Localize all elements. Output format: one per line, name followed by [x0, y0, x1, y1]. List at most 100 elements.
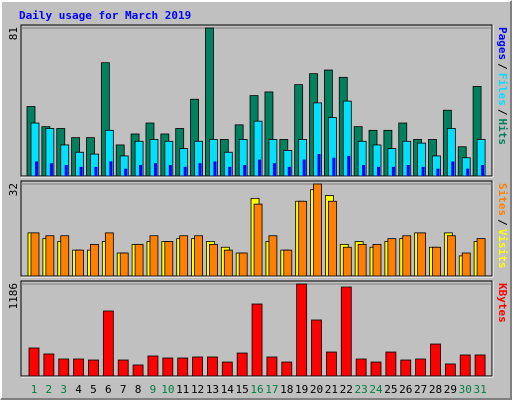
bar: [94, 166, 98, 176]
y-tick-label: 1186: [7, 283, 20, 310]
bar: [287, 166, 291, 176]
legend-entry: Visits: [496, 229, 509, 269]
bar: [243, 165, 247, 176]
bar: [102, 310, 114, 377]
bar: [183, 166, 187, 176]
x-tick-label: 8: [135, 383, 142, 396]
bar: [444, 363, 456, 377]
bar: [164, 241, 174, 277]
bar: [317, 154, 321, 176]
bar: [134, 243, 144, 277]
bar: [198, 163, 202, 176]
x-tick-label: 14: [221, 383, 235, 396]
bar: [35, 161, 38, 176]
bar: [355, 358, 367, 377]
bar: [28, 347, 40, 377]
legend-entry: Hits: [496, 119, 509, 146]
bar: [228, 166, 232, 176]
bar: [402, 235, 412, 277]
bar: [268, 235, 278, 277]
legend-entry: KBytes: [496, 283, 509, 323]
bar: [461, 252, 471, 277]
bar: [372, 243, 382, 277]
bar: [124, 168, 128, 176]
bar: [207, 356, 218, 377]
x-tick-label: 30: [459, 383, 472, 396]
bar: [385, 351, 397, 377]
bar: [362, 165, 366, 176]
x-tick-label: 17: [265, 383, 278, 396]
bar: [104, 232, 114, 277]
x-tick-label: 29: [444, 383, 457, 396]
bar: [30, 232, 40, 277]
bar: [466, 168, 470, 176]
bar: [236, 352, 248, 377]
y-tick-label: 81: [7, 27, 20, 40]
bar: [476, 238, 486, 277]
x-tick-label: 24: [369, 383, 383, 396]
x-tick-label: 1: [31, 383, 38, 396]
bar: [432, 246, 441, 277]
bar: [132, 364, 144, 377]
bar: [251, 303, 263, 377]
bar: [194, 235, 203, 277]
bar: [342, 246, 352, 277]
bar: [296, 283, 308, 377]
x-tick-label: 7: [120, 383, 127, 396]
legend-entry: Pages: [496, 27, 509, 60]
x-tick-label: 4: [75, 383, 82, 396]
legend-separator: /: [496, 219, 509, 226]
bar: [75, 249, 85, 277]
bar: [340, 286, 352, 377]
bar: [177, 357, 189, 377]
legend-entry: Files: [496, 73, 509, 106]
bar: [223, 249, 233, 277]
bar: [213, 161, 217, 176]
legend: KBytes: [496, 283, 509, 323]
bar: [332, 157, 336, 176]
bar: [281, 361, 293, 377]
x-tick-label: 25: [384, 383, 397, 396]
x-tick-label: 5: [90, 383, 97, 396]
bar: [221, 361, 233, 377]
bar: [417, 232, 427, 277]
bar: [357, 243, 367, 277]
bar: [302, 159, 306, 176]
x-tick-label: 23: [355, 383, 368, 396]
bar: [79, 166, 83, 176]
x-tick-label: 26: [399, 383, 412, 396]
legend-separator: /: [496, 109, 509, 116]
bar: [446, 235, 456, 277]
bar: [430, 343, 441, 377]
bar: [436, 168, 440, 176]
bar: [117, 359, 129, 377]
x-tick-label: 18: [280, 383, 293, 396]
x-tick-label: 10: [161, 383, 174, 396]
bar: [327, 200, 337, 277]
legend: Sites / Visits: [496, 183, 509, 269]
legend-entry: Sites: [496, 183, 509, 216]
bar: [168, 165, 172, 176]
bar: [88, 359, 99, 377]
x-tick-label: 31: [473, 383, 486, 396]
bar: [258, 159, 262, 176]
bar: [387, 238, 397, 277]
bar: [377, 166, 381, 176]
x-tick-label: 19: [295, 383, 308, 396]
bar: [43, 353, 55, 377]
x-tick-label: 3: [60, 383, 67, 396]
x-tick-label: 27: [414, 383, 427, 396]
bar: [313, 183, 322, 277]
bar: [139, 165, 143, 176]
bar: [370, 361, 382, 377]
bar: [459, 354, 471, 377]
bar: [49, 163, 53, 176]
bar: [64, 165, 68, 176]
x-tick-label: 15: [236, 383, 249, 396]
bar: [421, 166, 425, 176]
bar: [253, 203, 263, 277]
bar: [45, 235, 55, 277]
x-tick-label: 6: [105, 383, 112, 396]
bar: [162, 357, 174, 377]
